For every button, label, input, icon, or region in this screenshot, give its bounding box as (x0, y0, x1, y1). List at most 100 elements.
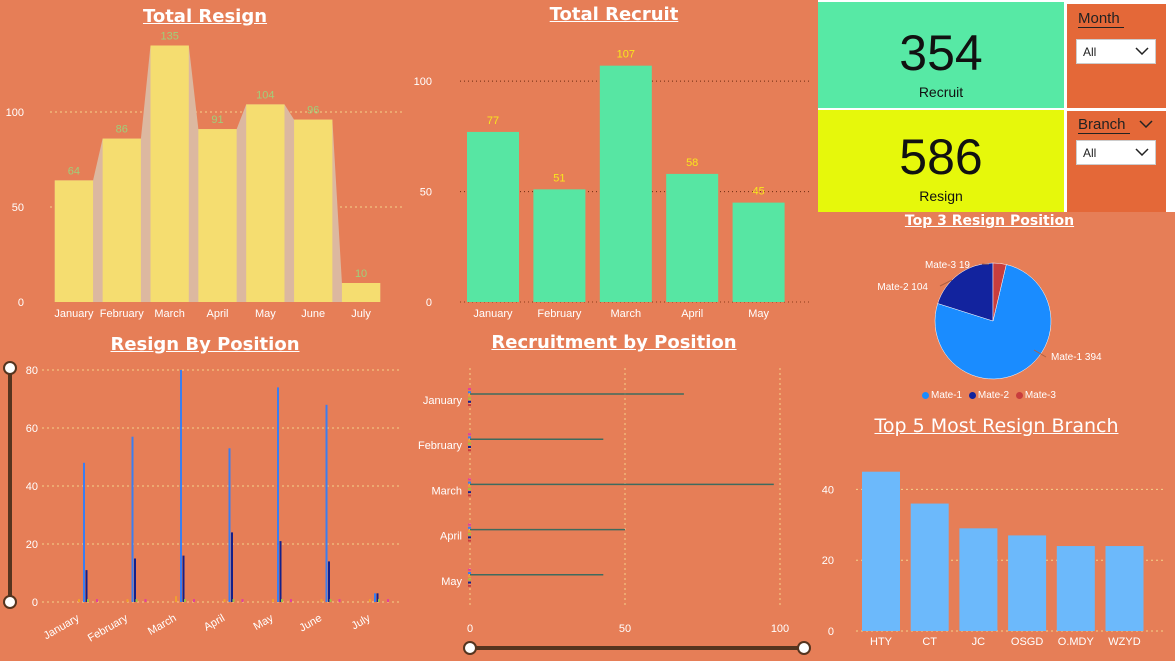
recruit-label: Recruit (918, 84, 964, 100)
recruit-card: 354 Recruit (818, 2, 1064, 108)
y-tick-label-60: 60 (26, 423, 38, 435)
pie-slice-mate-3[interactable] (992, 262, 1007, 322)
month-dropdown[interactable]: All (1076, 39, 1156, 64)
top3-resign-position-pie[interactable]: Mate-1 394 Mate-2 104 Mate-3 19 (818, 232, 1175, 407)
pie-slice-mate-1[interactable] (934, 264, 1052, 380)
series-marker-february-3 (468, 442, 471, 445)
y-tick-label-80: 80 (26, 365, 38, 377)
data-label-may: 104 (256, 89, 274, 101)
bar-march-series-3 (184, 599, 186, 602)
bar-january-series-0 (83, 462, 85, 602)
series-marker-may-1 (468, 572, 471, 574)
y-tick-label-may: May (441, 576, 462, 588)
series-marker-february-0 (468, 433, 471, 436)
x-tick-label-january: January (473, 308, 513, 320)
recruitment-by-position-chart[interactable]: 0 50 100 January February March April May (410, 330, 818, 661)
data-label-february: 86 (116, 124, 128, 136)
range-slider-handle-left[interactable] (463, 641, 477, 655)
bar-may-series-2 (272, 599, 274, 602)
bar-may (732, 202, 785, 302)
y-tick-label-20: 20 (26, 539, 38, 551)
series-marker-april-1 (468, 526, 471, 529)
legend-item-mate-3[interactable]: Mate-3 (1015, 390, 1056, 401)
bar-may-series-1 (279, 541, 282, 602)
y-tick-label-march: March (431, 485, 462, 497)
bar-july-series-1 (376, 593, 379, 602)
y-tick-label-january: January (423, 395, 463, 407)
series-marker-april-0 (468, 523, 471, 526)
legend-dot-mate-3 (1015, 391, 1023, 399)
month-slicer-label: Month (1078, 10, 1124, 28)
bar-april-series-1 (231, 532, 233, 602)
total-resign-chart[interactable]: 0 50 100 64 January 86 February 135 March 91 April… (0, 0, 410, 330)
series-marker-march-5 (468, 494, 471, 497)
bar-ct (910, 503, 949, 631)
resign-by-position-chart[interactable]: 0 20 40 60 80 January February March April May Jun… (0, 330, 410, 661)
range-slider-handle-bottom[interactable] (3, 595, 17, 609)
bar-february-series-1 (134, 558, 136, 602)
bar-june (294, 119, 333, 302)
x-tick-label-january: January (42, 612, 82, 642)
bar-may (246, 104, 285, 303)
legend-label-mate-3: Mate-3 (1024, 390, 1056, 401)
y-tick-label-april: April (440, 531, 462, 543)
bar-april (198, 129, 237, 302)
x-tick-label-may: May (748, 308, 769, 320)
bar-march (599, 65, 652, 303)
bar-june-series-3 (329, 599, 332, 602)
pie-legend: Mate-1 Mate-2 Mate-3 (922, 390, 1060, 401)
series-marker-january-0 (468, 388, 471, 390)
x-tick-label-50: 50 (619, 623, 631, 635)
series-marker-january-3 (468, 397, 471, 400)
bar-january-series-4 (96, 599, 98, 602)
month-dropdown-value: All (1083, 45, 1097, 59)
bar-jc (959, 528, 998, 631)
legend-item-mate-1[interactable]: Mate-1 (922, 390, 962, 401)
x-tick-label-july: July (351, 308, 371, 320)
x-tick-label-osgd: OSGD (1011, 636, 1043, 648)
series-marker-april-4 (468, 536, 471, 539)
series-marker-march-0 (468, 478, 471, 481)
data-label-april: 91 (211, 114, 223, 126)
series-marker-may-5 (468, 584, 471, 587)
y-tick-label-100: 100 (414, 76, 432, 88)
recruitment-by-position-title: Recruitment by Position (491, 332, 737, 353)
branch-expand-chevron-icon[interactable] (1139, 120, 1153, 128)
x-tick-label-june: June (297, 612, 324, 634)
top5-resign-branch-chart[interactable]: 0 20 40 HTY CT JC OSGD O.MDY WZYD (818, 446, 1175, 661)
data-label-april: 58 (686, 157, 698, 169)
x-tick-label-hty: HTY (870, 636, 893, 648)
series-marker-february-4 (468, 446, 471, 448)
pie-label-mate-3: Mate-3 19 (925, 260, 970, 271)
range-slider-handle-top[interactable] (3, 361, 17, 375)
bar-may-series-3 (281, 599, 283, 602)
bar-june-series-0 (325, 404, 328, 602)
bar-february-series-0 (131, 436, 134, 602)
bar-may-series-0 (277, 387, 279, 602)
series-marker-april-3 (468, 533, 471, 536)
branch-title: Top 5 Most Resign Branch (874, 415, 1119, 437)
bar-january (54, 180, 94, 302)
bar-april (666, 173, 719, 302)
series-marker-may-4 (468, 581, 471, 584)
y-tick-label-50: 50 (420, 187, 432, 199)
range-slider-handle-right[interactable] (797, 641, 811, 655)
pie-slice-mate-2[interactable] (937, 262, 994, 322)
x-tick-label-july: July (350, 612, 373, 632)
branch-slicer-label: Branch (1078, 116, 1130, 134)
branch-dropdown[interactable]: All (1076, 140, 1156, 165)
legend-item-mate-2[interactable]: Mate-2 (968, 390, 1009, 401)
resign-by-position-title: Resign By Position (110, 334, 300, 355)
total-recruit-chart[interactable]: 0 50 100 77 January 51 February 107 March 58 April… (410, 0, 818, 330)
bar-january-series-2 (78, 599, 80, 602)
bar-o-mdy (1056, 546, 1095, 631)
series-marker-may-3 (468, 578, 471, 581)
x-tick-label-o-mdy: O.MDY (1058, 636, 1095, 648)
x-tick-label-may: May (255, 308, 276, 320)
data-label-may: 45 (752, 186, 764, 198)
series-marker-january-2 (468, 394, 471, 397)
series-marker-march-1 (468, 481, 471, 484)
series-marker-march-3 (468, 488, 471, 490)
total-recruit-title: Total Recruit (549, 4, 679, 25)
bar-february-series-3 (135, 599, 138, 602)
